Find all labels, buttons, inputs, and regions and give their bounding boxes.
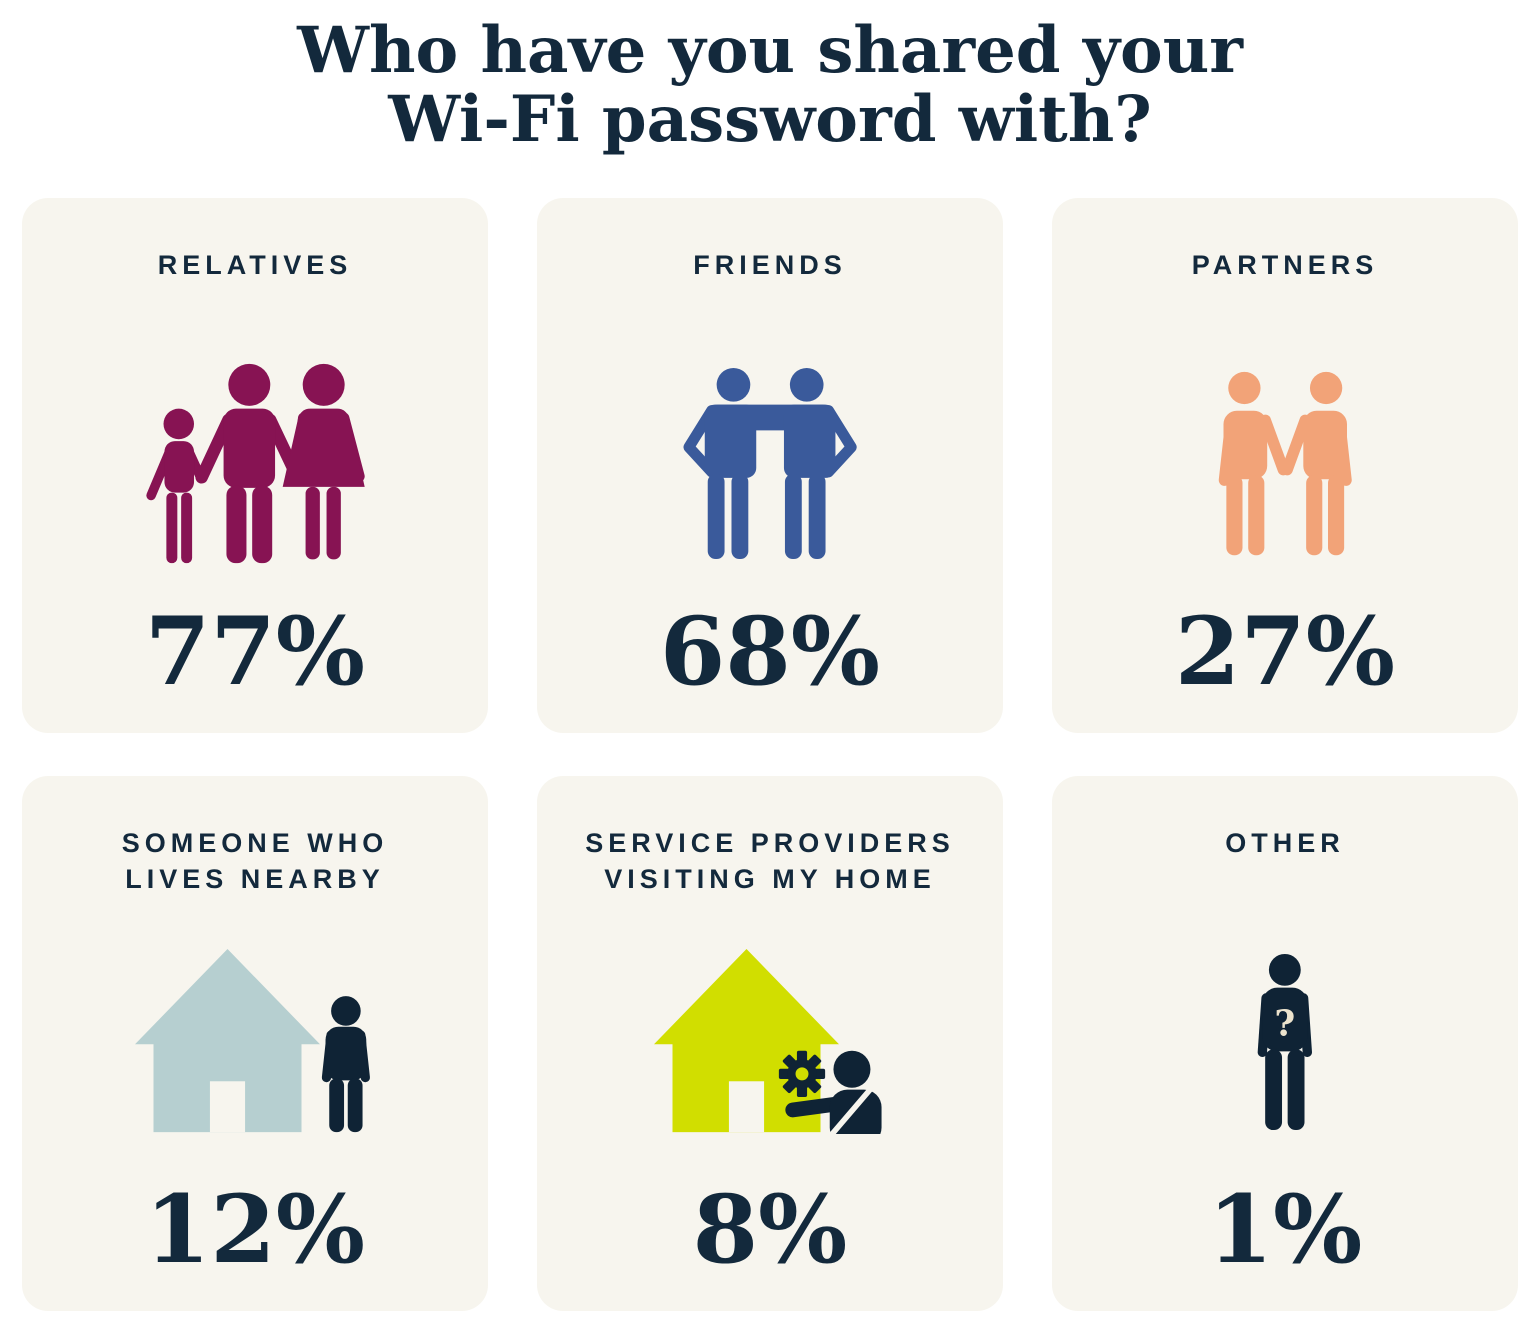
card-someone-nearby: SOMEONE WHO LIVES NEARBY 12% bbox=[22, 776, 488, 1312]
worker-person bbox=[785, 1050, 882, 1135]
unknown-person-icon: ? bbox=[1257, 953, 1313, 1130]
card-partners-value: 27% bbox=[1174, 597, 1396, 708]
question-mark-glyph: ? bbox=[1275, 1003, 1296, 1044]
card-friends: FRIENDS 68% bbox=[537, 198, 1003, 734]
card-someone-nearby-value: 12% bbox=[144, 1175, 366, 1286]
card-friends-label: FRIENDS bbox=[693, 250, 847, 281]
card-friends-value: 68% bbox=[659, 597, 881, 708]
house-door bbox=[209, 1081, 245, 1133]
neighbor-person bbox=[321, 996, 370, 1133]
house-with-gear-and-worker-icon bbox=[654, 949, 882, 1135]
card-someone-nearby-label: SOMEONE WHO LIVES NEARBY bbox=[121, 828, 389, 895]
card-other-label: OTHER bbox=[1225, 828, 1345, 859]
card-partners-label: PARTNERS bbox=[1191, 250, 1379, 281]
couple-holding-hands-icon bbox=[1218, 371, 1352, 555]
house-with-neighbor-icon bbox=[134, 949, 370, 1133]
house-door bbox=[729, 1081, 765, 1133]
page-title: Who have you shared your Wi-Fi password … bbox=[40, 16, 1500, 154]
gear-icon bbox=[779, 1050, 826, 1098]
card-service-providers-label: SERVICE PROVIDERS VISITING MY HOME bbox=[585, 828, 955, 895]
card-relatives-label: RELATIVES bbox=[157, 250, 353, 281]
card-partners: PARTNERS 2 bbox=[1052, 198, 1518, 734]
card-other-value: 1% bbox=[1207, 1175, 1363, 1286]
card-service-providers-value: 8% bbox=[692, 1175, 848, 1286]
card-other: OTHER ? 1% bbox=[1052, 776, 1518, 1312]
family-icon bbox=[146, 364, 366, 564]
two-friends-icon bbox=[683, 367, 857, 559]
card-service-providers: SERVICE PROVIDERS VISITING MY HOME bbox=[537, 776, 1003, 1312]
page-title-line-2: Wi-Fi password with? bbox=[388, 82, 1152, 158]
card-relatives-value: 77% bbox=[144, 597, 366, 708]
stat-card-grid: RELATIVES bbox=[22, 198, 1518, 1312]
card-relatives: RELATIVES bbox=[22, 198, 488, 734]
page-title-line-1: Who have you shared your bbox=[297, 13, 1243, 88]
